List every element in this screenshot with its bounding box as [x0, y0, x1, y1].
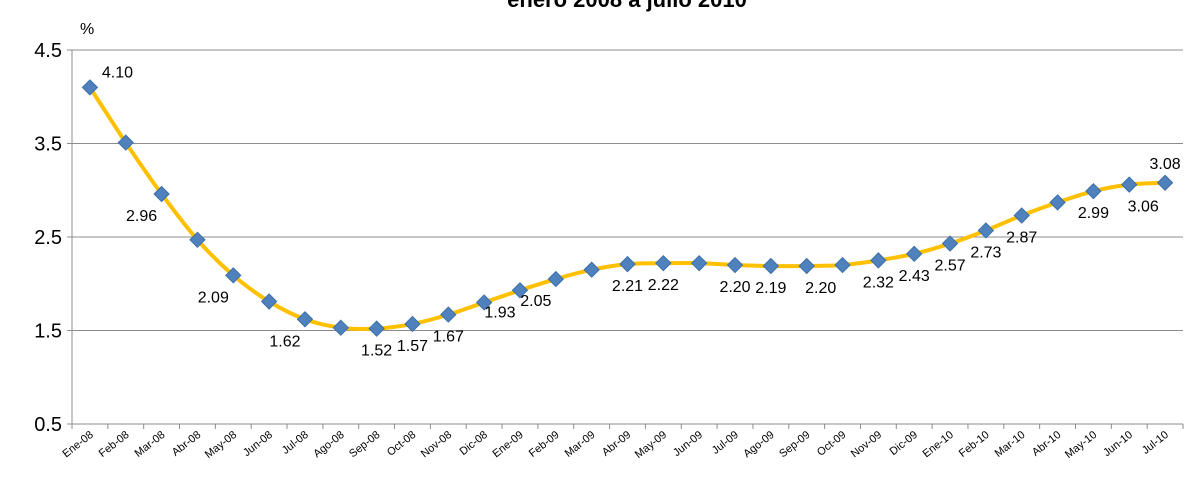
data-point-marker	[619, 255, 636, 273]
data-point-marker	[1085, 182, 1102, 200]
data-point-marker	[690, 254, 708, 272]
data-point-marker	[977, 222, 995, 239]
x-tick-label: Nov-08	[419, 429, 454, 460]
data-point-marker	[762, 257, 780, 275]
data-label: 2.20	[719, 279, 750, 296]
y-tick-label: 1.5	[34, 321, 62, 343]
series-markers	[81, 79, 1174, 337]
data-point-marker	[404, 315, 421, 333]
x-tick-label: Ene-09	[490, 429, 525, 460]
x-tick-label: Jul-08	[280, 429, 311, 457]
data-point-marker	[189, 231, 206, 249]
y-tick-label: 2.5	[34, 227, 62, 249]
data-label: 2.09	[198, 289, 229, 306]
x-tick-label: Oct-09	[815, 429, 848, 459]
data-point-marker	[906, 245, 923, 263]
data-label: 2.21	[612, 278, 643, 295]
data-label: 2.73	[970, 244, 1001, 261]
data-point-marker	[260, 293, 278, 310]
data-point-marker	[117, 134, 134, 151]
data-label: 2.99	[1078, 205, 1109, 222]
data-point-marker	[296, 311, 314, 328]
data-point-marker	[225, 267, 242, 284]
data-label: 1.67	[433, 329, 464, 346]
x-tick-label: Ene-08	[60, 429, 95, 460]
data-label: 1.93	[484, 304, 515, 321]
x-tick-label: May-10	[1063, 429, 1099, 461]
x-tick-label: Abr-09	[600, 429, 633, 459]
data-label: 2.20	[805, 280, 836, 297]
x-tick-label: Abr-08	[170, 429, 203, 459]
x-tick-label: Oct-08	[385, 429, 418, 459]
data-point-marker	[798, 257, 815, 275]
data-label: 1.62	[269, 333, 300, 350]
data-point-marker	[1013, 207, 1030, 224]
data-label: 2.43	[899, 268, 930, 285]
y-tick-label: 0.5	[34, 414, 62, 436]
x-tick-label: Mar-08	[133, 429, 168, 460]
data-label: 1.57	[397, 338, 428, 355]
x-tick-label: Nov-09	[849, 429, 884, 460]
x-tick-label: Ago-09	[741, 429, 776, 460]
x-tick-label: Abr-10	[1030, 429, 1063, 459]
x-tick-label: Feb-09	[527, 429, 562, 460]
x-tick-label: Dic-09	[888, 429, 920, 458]
x-tick-label: Mar-09	[563, 429, 598, 460]
x-tick-label: Ago-08	[311, 429, 346, 460]
gridlines	[72, 49, 1183, 331]
data-point-marker	[81, 79, 99, 96]
data-point-marker	[475, 294, 493, 311]
data-point-marker	[440, 306, 457, 323]
x-tick-label: Jun-10	[1101, 429, 1135, 459]
x-axis-ticks: Ene-08 Feb-08 Mar-08 Abr-08 May-08 Jun-08 Jul-…	[60, 429, 1171, 461]
chart-title: enero 2008 a julio 2010	[507, 0, 747, 12]
data-point-marker	[332, 319, 349, 336]
x-tick-label: Feb-08	[97, 429, 132, 460]
data-label: 2.96	[126, 208, 157, 225]
data-point-marker	[1121, 176, 1138, 193]
data-point-marker	[1156, 174, 1174, 191]
data-point-marker	[547, 270, 565, 288]
data-point-marker	[511, 282, 529, 299]
x-tick-label: Ene-10	[921, 429, 956, 460]
data-label: 1.52	[361, 343, 392, 360]
data-label: 2.57	[934, 258, 965, 275]
x-tick-label: Mar-10	[993, 429, 1028, 460]
data-point-marker	[870, 252, 887, 269]
data-label: 4.10	[102, 64, 133, 81]
data-point-marker	[726, 256, 744, 274]
axes	[67, 49, 1184, 429]
x-tick-label: Feb-10	[957, 429, 992, 460]
data-label: 2.87	[1006, 229, 1037, 246]
data-label: 2.32	[863, 274, 894, 291]
data-label: 2.05	[520, 293, 551, 310]
data-point-marker	[583, 261, 600, 278]
x-tick-label: May-09	[633, 429, 669, 461]
data-point-marker	[941, 235, 959, 252]
data-labels: 4.10 2.96 2.09 1.62 1.52 1.57 1.67 1.93 2.05 2.21…	[102, 64, 1181, 359]
data-label: 3.06	[1128, 199, 1159, 216]
y-axis-ticks: 0.5 1.5 2.5 3.5 4.5	[34, 40, 62, 436]
y-tick-label: 4.5	[34, 40, 62, 62]
x-tick-label: Sep-08	[347, 429, 382, 460]
data-label: 3.08	[1150, 156, 1181, 173]
data-point-marker	[655, 254, 672, 272]
y-tick-label: 3.5	[34, 134, 62, 156]
x-tick-label: Sep-09	[777, 429, 812, 460]
data-point-marker	[368, 320, 385, 337]
data-label: 2.19	[755, 280, 786, 297]
x-tick-label: Jun-09	[671, 429, 705, 459]
x-tick-label: Jun-08	[241, 429, 275, 459]
data-point-marker	[834, 256, 851, 274]
x-tick-label: Dic-08	[458, 429, 490, 458]
data-label: 2.22	[648, 277, 679, 294]
x-tick-label: Jul-09	[710, 429, 741, 457]
x-tick-label: Jul-10	[1140, 429, 1171, 457]
y-axis-unit-label: %	[80, 21, 94, 38]
x-tick-label: May-08	[203, 429, 239, 461]
data-point-marker	[153, 185, 170, 203]
data-point-marker	[1049, 194, 1066, 211]
